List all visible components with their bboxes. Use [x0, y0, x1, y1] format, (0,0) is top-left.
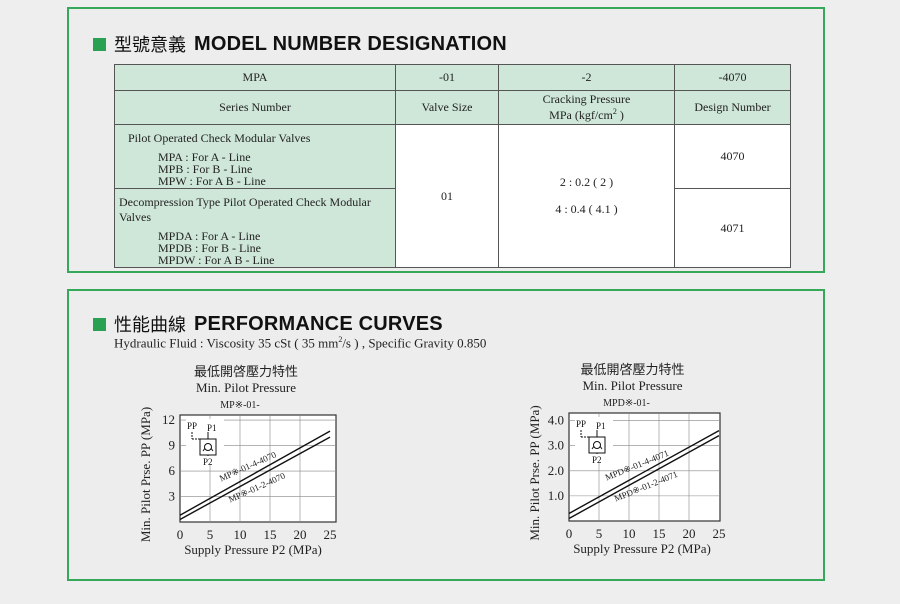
- code-cracking: -2: [498, 64, 675, 91]
- x-axis-label: Supply Pressure P2 (MPa): [184, 542, 322, 557]
- x-tick-label: 20: [294, 527, 307, 542]
- series-line: [568, 429, 720, 515]
- x-tick-label: 25: [324, 527, 337, 542]
- group2-title: Decompression Type Pilot Operated Check …: [119, 195, 371, 224]
- series-line: [568, 434, 720, 520]
- group2-list: MPDA : For A - Line MPDB : For B - Line …: [116, 230, 394, 266]
- group1-title: Pilot Operated Check Modular Valves: [128, 131, 311, 145]
- y-axis-label: Min. Pilot Prse. PP (MPa): [138, 407, 153, 542]
- y-tick-label: 3: [169, 489, 176, 504]
- cracking-value-4: 4 : 0.4 ( 4.1 ): [555, 202, 618, 216]
- list-item: MPA : For A - Line: [158, 150, 251, 164]
- series-group-2: Decompression Type Pilot Operated Check …: [114, 188, 396, 268]
- symbol-label-pp: PP: [187, 421, 197, 431]
- x-tick-label: 0: [566, 526, 573, 541]
- perf-section-heading: 性能曲線 PERFORMANCE CURVES: [93, 311, 443, 337]
- cracking-label-text: Cracking Pressure: [542, 92, 631, 106]
- chart-title: 最低開啓壓力特性: [194, 364, 298, 379]
- label-series: Series Number: [114, 90, 396, 125]
- model-title-en: MODEL NUMBER DESIGNATION: [194, 32, 507, 55]
- cracking-value-2: 2 : 0.2 ( 2 ): [559, 175, 614, 189]
- design-number-4070: 4070: [674, 124, 791, 189]
- symbol-label-p2: P2: [203, 457, 213, 467]
- y-tick-label: 3.0: [548, 438, 564, 453]
- list-item: MPW : For A B - Line: [158, 174, 266, 188]
- green-square-icon: [93, 37, 106, 51]
- valve-size-value: 01: [395, 124, 499, 268]
- list-item: MPB : For B - Line: [158, 162, 253, 176]
- label-cracking: Cracking Pressure MPa (kgf/cm2 ): [498, 90, 675, 125]
- x-tick-label: 10: [234, 527, 247, 542]
- list-item: MPDW : For A B - Line: [158, 253, 275, 267]
- cracking-values: 2 : 0.2 ( 2 ) 4 : 0.4 ( 4.1 ): [498, 124, 675, 268]
- y-tick-label: 2.0: [548, 463, 564, 478]
- series-group-1: Pilot Operated Check Modular Valves MPA …: [114, 124, 396, 189]
- symbol-label-p2: P2: [592, 455, 602, 465]
- chart-subtitle: Min. Pilot Pressure: [582, 378, 682, 393]
- model-title-cn: 型號意義: [114, 35, 186, 56]
- perf-title-en: PERFORMANCE CURVES: [194, 312, 443, 335]
- x-axis-label: Supply Pressure P2 (MPa): [573, 541, 711, 556]
- symbol-label-p1: P1: [596, 421, 606, 431]
- y-axis-label: Min. Pilot Prse. PP (MPa): [527, 405, 542, 540]
- green-square-icon: [93, 317, 106, 331]
- x-tick-label: 5: [596, 526, 603, 541]
- chart-model-label: MPD※-01-: [603, 398, 650, 409]
- model-section-heading: 型號意義 MODEL NUMBER DESIGNATION: [93, 31, 507, 57]
- series-line: [179, 430, 331, 516]
- list-item: MPDB : For B - Line: [158, 241, 262, 255]
- fluid-spec: Hydraulic Fluid : Viscosity 35 cSt ( 35 …: [114, 335, 487, 351]
- design-number-4071: 4071: [674, 188, 791, 268]
- y-tick-label: 1.0: [548, 488, 564, 503]
- x-tick-label: 15: [653, 526, 666, 541]
- label-size: Valve Size: [395, 90, 499, 125]
- symbol-label-p1: P1: [207, 423, 217, 433]
- code-series: MPA: [114, 64, 396, 91]
- x-tick-label: 10: [623, 526, 636, 541]
- code-size: -01: [395, 64, 499, 91]
- label-design: Design Number: [674, 90, 791, 125]
- chart-title: 最低開啓壓力特性: [580, 362, 684, 377]
- x-tick-label: 20: [683, 526, 696, 541]
- plot-frame: [568, 412, 721, 522]
- cracking-unit: MPa (kgf/cm2 ): [549, 107, 624, 122]
- x-tick-label: 25: [713, 526, 726, 541]
- y-tick-label: 9: [169, 438, 176, 453]
- check-valve-ball: [204, 443, 212, 451]
- x-tick-label: 0: [177, 527, 184, 542]
- perf-title-cn: 性能曲線: [114, 315, 186, 336]
- check-valve-ball: [593, 441, 601, 449]
- series-line: [179, 436, 331, 521]
- chart-subtitle: Min. Pilot Pressure: [196, 380, 296, 395]
- y-tick-label: 12: [162, 412, 175, 427]
- symbol-label-pp: PP: [576, 419, 586, 429]
- x-tick-label: 15: [264, 527, 277, 542]
- y-tick-label: 6: [169, 463, 176, 478]
- model-number-table: MPA -01 -2 -4070 Series Number Valve Siz…: [114, 64, 791, 268]
- y-tick-label: 4.0: [548, 413, 564, 428]
- group1-list: MPA : For A - Line MPB : For B - Line MP…: [116, 151, 394, 187]
- model-designation-panel: 型號意義 MODEL NUMBER DESIGNATION MPA -01 -2…: [67, 7, 825, 273]
- list-item: MPDA : For A - Line: [158, 229, 261, 243]
- x-tick-label: 5: [207, 527, 214, 542]
- chart-model-label: MP※-01-: [220, 400, 260, 411]
